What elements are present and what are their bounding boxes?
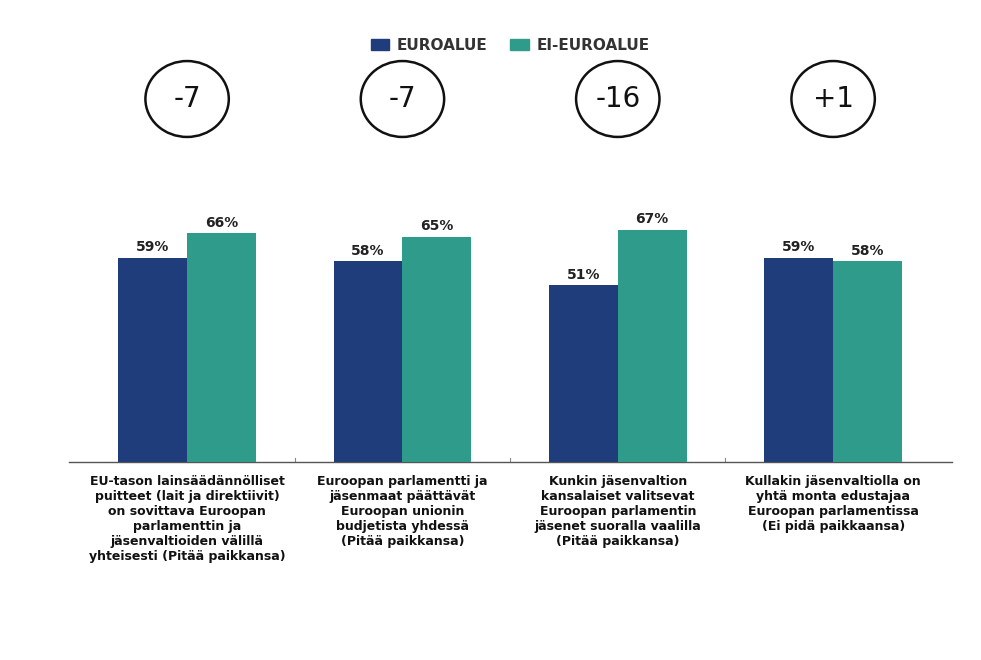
- Text: 67%: 67%: [636, 213, 669, 226]
- Bar: [618, 230, 687, 462]
- Text: 59%: 59%: [136, 240, 170, 254]
- Text: 66%: 66%: [205, 216, 238, 230]
- Text: EU-tason lainsäädännölliset
puitteet (lait ja direktiivit)
on sovittava Euroopan: EU-tason lainsäädännölliset puitteet (la…: [89, 475, 285, 563]
- Text: 58%: 58%: [351, 244, 385, 257]
- Bar: [334, 261, 402, 462]
- Bar: [833, 261, 903, 462]
- Text: Euroopan parlamentti ja
jäsenmaat päättävät
Euroopan unionin
budjetista yhdessä
: Euroopan parlamentti ja jäsenmaat päättä…: [317, 475, 488, 548]
- Text: 59%: 59%: [782, 240, 815, 254]
- Text: 65%: 65%: [420, 219, 453, 234]
- Text: 51%: 51%: [567, 268, 600, 282]
- Bar: [764, 257, 833, 462]
- Bar: [549, 285, 618, 462]
- Text: Kunkin jäsenvaltion
kansalaiset valitsevat
Euroopan parlamentin
jäsenet suoralla: Kunkin jäsenvaltion kansalaiset valitsev…: [535, 475, 701, 548]
- Text: -7: -7: [388, 85, 416, 113]
- Bar: [118, 257, 187, 462]
- Text: +1: +1: [812, 85, 853, 113]
- Text: 58%: 58%: [851, 244, 884, 257]
- Bar: [187, 234, 256, 462]
- Legend: EUROALUE, EI-EUROALUE: EUROALUE, EI-EUROALUE: [365, 32, 655, 59]
- Text: -16: -16: [595, 85, 641, 113]
- Bar: [402, 237, 471, 462]
- Text: -7: -7: [174, 85, 201, 113]
- Text: Kullakin jäsenvaltiolla on
yhtä monta edustajaa
Euroopan parlamentissa
(Ei pidä : Kullakin jäsenvaltiolla on yhtä monta ed…: [746, 475, 921, 533]
